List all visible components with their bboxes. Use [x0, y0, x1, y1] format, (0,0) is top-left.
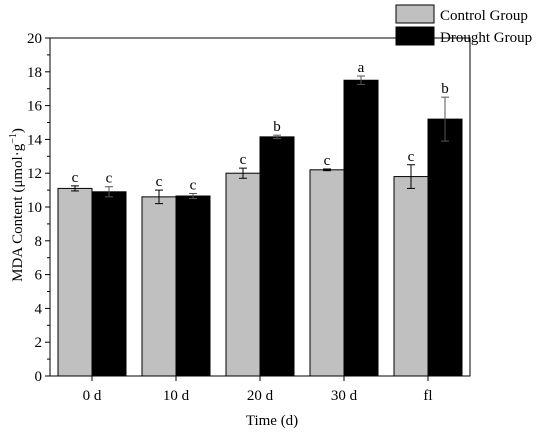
- significance-letter-control-0: c: [72, 170, 79, 186]
- error-bars-layer: [71, 75, 449, 205]
- significance-letter-control-4: c: [408, 149, 415, 165]
- y-axis-label-end: ): [10, 128, 26, 133]
- y-axis-label: MDA Content (μmol·g−1): [8, 128, 26, 282]
- legend: Control Group Drought Group: [395, 4, 532, 46]
- x-tick-label-3: 30 d: [331, 388, 358, 404]
- axes-layer: 0 d 10 d 20 d 30 d fl 0 2 4 6 8 10 12 14 16 18 20: [27, 31, 471, 404]
- legend-label-control: Control Group: [440, 8, 528, 24]
- y-axis-label-main: MDA Content (μmol·g: [10, 143, 26, 282]
- legend-swatch-drought: [395, 26, 435, 46]
- bar-control-0: [57, 187, 93, 377]
- x-tick-label-0: 0 d: [83, 388, 102, 404]
- y-tick-label-1: 2: [35, 335, 43, 351]
- bar-drought-2: [259, 136, 295, 377]
- x-tick-label-2: 20 d: [247, 388, 274, 404]
- y-tick-label-9: 18: [27, 65, 42, 81]
- y-tick-label-4: 8: [35, 234, 43, 250]
- bar-control-1: [141, 196, 177, 377]
- y-tick-label-5: 10: [27, 200, 42, 216]
- significance-letter-drought-2: b: [273, 119, 281, 135]
- x-tick-label-1: 10 d: [163, 388, 190, 404]
- significance-letter-control-3: c: [324, 153, 331, 169]
- significance-letter-drought-0: c: [106, 171, 113, 187]
- y-tick-label-8: 16: [27, 99, 43, 115]
- y-tick-label-3: 6: [35, 268, 43, 284]
- bar-drought-4: [427, 118, 463, 377]
- bar-control-2: [225, 172, 261, 377]
- bars-layer: [57, 79, 463, 377]
- y-tick-label-7: 14: [27, 132, 43, 148]
- y-tick-label-10: 20: [27, 31, 42, 47]
- y-axis-label-sup: −1: [8, 133, 19, 144]
- y-tick-label-0: 0: [35, 369, 43, 385]
- bar-control-3: [309, 169, 345, 377]
- legend-swatch-control: [395, 4, 435, 24]
- x-tick-label-4: fl: [423, 388, 432, 404]
- significance-letter-drought-1: c: [190, 177, 197, 193]
- legend-label-drought: Drought Group: [440, 30, 532, 46]
- significance-letter-drought-3: a: [358, 60, 365, 76]
- significance-letter-drought-4: b: [441, 81, 449, 97]
- bar-drought-0: [91, 191, 127, 377]
- y-tick-label-6: 12: [27, 166, 42, 182]
- significance-letters-layer: c c c c c b c a c b: [72, 60, 449, 193]
- y-tick-label-2: 4: [35, 301, 43, 317]
- bar-control-4: [393, 176, 429, 377]
- bar-drought-1: [175, 195, 211, 377]
- x-axis-label: Time (d): [246, 413, 298, 429]
- bar-drought-3: [343, 79, 379, 377]
- significance-letter-control-2: c: [240, 152, 247, 168]
- significance-letter-control-1: c: [156, 174, 163, 190]
